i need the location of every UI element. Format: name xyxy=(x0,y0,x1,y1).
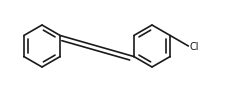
Text: Cl: Cl xyxy=(189,42,199,52)
